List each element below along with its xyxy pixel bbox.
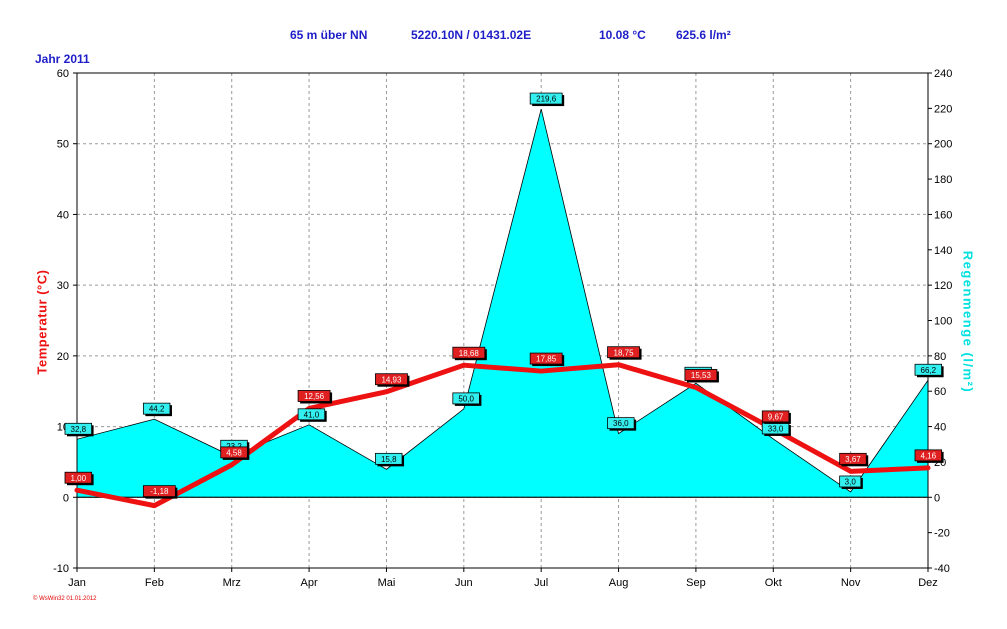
year-label: Jahr 2011 bbox=[35, 52, 90, 66]
temperature-data-label-box bbox=[684, 369, 718, 381]
left-axis-tick-label: -10 bbox=[53, 563, 69, 575]
temperature-data-label-box bbox=[839, 452, 867, 465]
x-axis-tick-label: Okt bbox=[765, 577, 782, 589]
x-axis-tick-label: Apr bbox=[301, 577, 318, 589]
right-axis-tick-label: 180 bbox=[934, 174, 952, 186]
right-axis-tick-label: 120 bbox=[934, 280, 952, 292]
left-axis-tick-label: 30 bbox=[57, 280, 69, 292]
temperature-data-label-box bbox=[452, 346, 486, 359]
temperature-data-label: -1,18 bbox=[150, 487, 169, 496]
temperature-data-label: 17,85 bbox=[536, 355, 557, 364]
temperature-data-label-box bbox=[914, 449, 943, 462]
x-axis-tick-label: Nov bbox=[841, 577, 861, 589]
precipitation-data-label-box bbox=[64, 422, 93, 435]
right-axis-tick-label: 140 bbox=[934, 245, 952, 257]
precipitation-data-label: 15,8 bbox=[381, 455, 397, 464]
left-axis-tick-label: 0 bbox=[63, 492, 69, 504]
temperature-data-label-box bbox=[64, 471, 93, 484]
temperature-data-label: 4,58 bbox=[226, 448, 242, 457]
x-axis-tick-label: Jul bbox=[534, 577, 548, 589]
right-axis-title: Regenmenge (l/m²) bbox=[960, 250, 976, 394]
x-axis-tick-label: Mrz bbox=[223, 577, 241, 589]
temperature-data-label: 1,00 bbox=[71, 474, 87, 483]
temperature-data-label-box bbox=[529, 352, 563, 365]
precipitation-data-label-box bbox=[839, 475, 862, 488]
temperature-data-label: 3,67 bbox=[845, 455, 861, 464]
precipitation-total-text: 625.6 l/m² bbox=[676, 28, 731, 42]
x-axis-tick-label: Jan bbox=[68, 577, 86, 589]
x-axis-tick-label: Dez bbox=[918, 577, 938, 589]
temperature-data-label: 9,67 bbox=[768, 413, 784, 422]
temperature-data-label: 15,53 bbox=[691, 371, 712, 380]
right-axis-tick-label: 160 bbox=[934, 209, 952, 221]
precipitation-data-label-box bbox=[375, 452, 403, 465]
right-axis-tick-label: 200 bbox=[934, 139, 952, 151]
precipitation-data-label-box bbox=[607, 417, 635, 430]
temperature-data-label-box bbox=[607, 346, 640, 359]
precipitation-data-label-box bbox=[142, 402, 171, 415]
left-axis-title: Temperatur (°C) bbox=[34, 269, 50, 375]
right-axis-tick-label: 240 bbox=[934, 68, 952, 80]
temperature-data-label-box bbox=[142, 485, 176, 498]
right-axis-tick-label: 40 bbox=[934, 422, 946, 434]
precipitation-data-label-box bbox=[914, 363, 943, 376]
precipitation-data-label: 23,2 bbox=[226, 442, 242, 451]
left-axis-tick-label: 60 bbox=[57, 68, 69, 80]
temperature-data-label: 4,16 bbox=[921, 451, 937, 460]
footer-credit: © WsWin32 01.01.2012 bbox=[33, 596, 97, 602]
x-axis-tick-label: Aug bbox=[609, 577, 629, 589]
right-axis-tick-label: 220 bbox=[934, 103, 952, 115]
precipitation-data-label-box bbox=[452, 392, 480, 405]
right-axis-tick-label: 100 bbox=[934, 316, 952, 328]
left-axis-tick-label: 20 bbox=[57, 351, 69, 363]
precipitation-data-label: 219,6 bbox=[536, 95, 557, 104]
temperature-data-label: 18,75 bbox=[614, 348, 635, 357]
temperature-data-label-box bbox=[220, 446, 248, 459]
temperature-data-label-box bbox=[761, 410, 790, 423]
x-axis-tick-label: Mai bbox=[378, 577, 396, 589]
precipitation-data-label-box bbox=[297, 408, 326, 421]
precipitation-data-label: 66,2 bbox=[921, 366, 937, 375]
average-temperature-text: 10.08 °C bbox=[599, 28, 646, 42]
right-axis-tick-label: 80 bbox=[934, 351, 946, 363]
temperature-data-label: 18,68 bbox=[459, 349, 480, 358]
left-axis-tick-label: 40 bbox=[57, 209, 69, 221]
temperature-line bbox=[74, 362, 931, 509]
right-axis-tick-label: 60 bbox=[934, 386, 946, 398]
precipitation-data-label: 32,8 bbox=[71, 425, 87, 434]
temperature-data-label-box bbox=[297, 390, 331, 402]
precipitation-data-label: 50,0 bbox=[458, 394, 474, 403]
altitude-text: 65 m über NN bbox=[290, 28, 368, 42]
precipitation-data-label: 44,2 bbox=[149, 405, 165, 414]
right-axis-tick-label: 0 bbox=[934, 492, 940, 504]
temperature-data-label-box bbox=[375, 373, 408, 386]
x-axis-tick-label: Feb bbox=[145, 577, 164, 589]
temperature-data-label: 12,56 bbox=[304, 392, 325, 401]
precipitation-data-label: 36,0 bbox=[613, 419, 629, 428]
x-axis-tick-label: Jun bbox=[455, 577, 473, 589]
x-axis-tick-label: Sep bbox=[686, 577, 706, 589]
precipitation-data-label: 3,0 bbox=[845, 478, 857, 487]
right-axis-tick-label: -40 bbox=[934, 563, 950, 575]
precipitation-data-label-box bbox=[529, 92, 563, 105]
precipitation-data-label: 33,0 bbox=[768, 425, 784, 434]
right-axis-tick-label: -20 bbox=[934, 528, 950, 540]
left-axis-tick-label: 50 bbox=[57, 139, 69, 151]
temperature-data-label: 14,93 bbox=[381, 375, 402, 384]
coordinates-text: 5220.10N / 01431.02E bbox=[411, 28, 532, 42]
precipitation-data-label: 41,0 bbox=[304, 410, 320, 419]
